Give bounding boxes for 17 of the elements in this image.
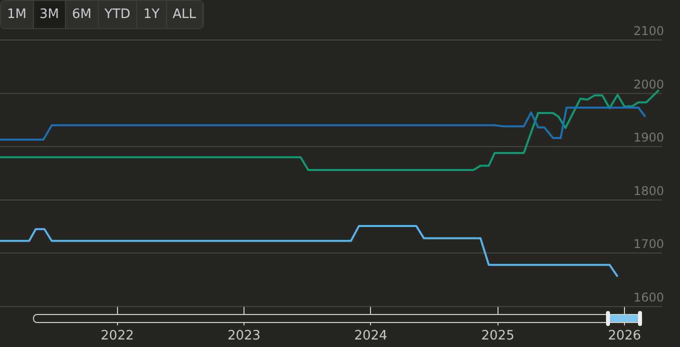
x-tick-label: 2025 [481, 328, 514, 344]
y-tick-label: 1800 [633, 184, 664, 198]
x-tick-label: 2024 [354, 328, 388, 344]
y-tick-label: 1600 [633, 290, 664, 305]
y-tick-label: 2100 [633, 24, 664, 38]
text: YTD [98, 1, 138, 28]
y-tick-label: 2000 [633, 77, 664, 92]
text: 3M [34, 1, 66, 28]
y-tick-label: 1900 [633, 130, 664, 145]
x-tick-label: 2026 [608, 328, 642, 344]
text: 1Y [137, 1, 167, 28]
text: 6M [66, 1, 98, 28]
y-tick-label: 1700 [633, 237, 664, 252]
x-tick-label: 2022 [100, 328, 134, 344]
text: 1M [1, 1, 34, 28]
x-tick-label: 2023 [227, 328, 261, 344]
text: ALL [166, 1, 204, 28]
